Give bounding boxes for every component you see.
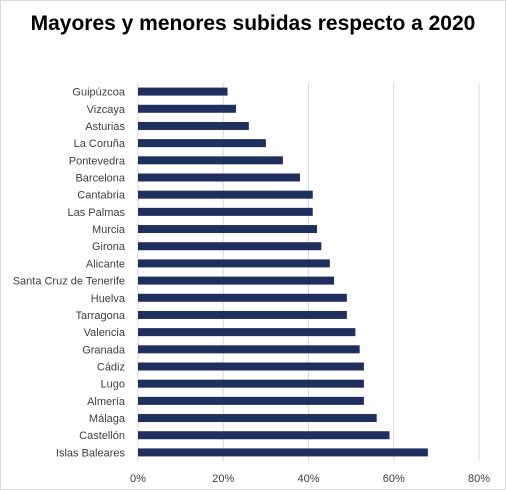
bar [138,121,249,130]
x-tick-label: 0% [130,473,146,485]
bar [138,225,318,234]
category-label: Las Palmas [68,207,126,219]
bar [138,207,313,216]
x-tick-label: 40% [297,473,319,485]
category-label: Asturias [85,121,125,133]
x-tick-label: 20% [212,473,234,485]
category-label: Vizcaya [87,104,126,116]
category-label: La Coruña [74,138,126,150]
bar [138,345,360,354]
category-label: Alicante [86,258,125,270]
category-label: Huelva [91,293,126,305]
category-label: Pontevedra [69,155,126,167]
bar [138,276,335,285]
bar [138,87,228,96]
category-labels: Guipúzcoa Vizcaya Asturias La Coruña Ponteve… [13,87,126,460]
bar [138,104,237,113]
category-label: Lugo [101,379,125,391]
category-label: Málaga [89,413,126,425]
category-label: Girona [92,241,126,253]
bar [138,379,364,388]
category-label: Almería [87,396,126,408]
category-label: Murcia [92,224,126,236]
bar [138,156,283,165]
bar [138,139,266,148]
category-label: Barcelona [75,173,125,185]
bar [138,414,377,423]
category-label: Guipúzcoa [72,87,125,99]
category-label: Castellón [79,430,125,442]
category-label: Valencia [84,327,126,339]
bar [138,362,364,371]
bars [138,87,428,457]
bar [138,190,313,199]
bar [138,259,330,268]
category-label: Tarragona [75,310,125,322]
bar [138,328,356,337]
bar [138,431,390,440]
bar [138,448,428,457]
category-label: Santa Cruz de Tenerife [13,276,125,288]
bar [138,173,300,182]
bar [138,310,347,319]
bar [138,293,347,302]
bar [138,396,364,405]
category-label: Islas Baleares [56,447,126,459]
x-axis-ticks: 0% 20% 40% 60% 80% [130,473,490,485]
category-label: Cantabria [77,190,126,202]
category-label: Cádiz [97,362,125,374]
category-label: Granada [82,344,126,356]
x-tick-label: 60% [383,473,405,485]
x-tick-label: 80% [468,473,490,485]
chart-title: Mayores y menores subidas respecto a 202… [30,12,476,35]
bar [138,242,322,251]
